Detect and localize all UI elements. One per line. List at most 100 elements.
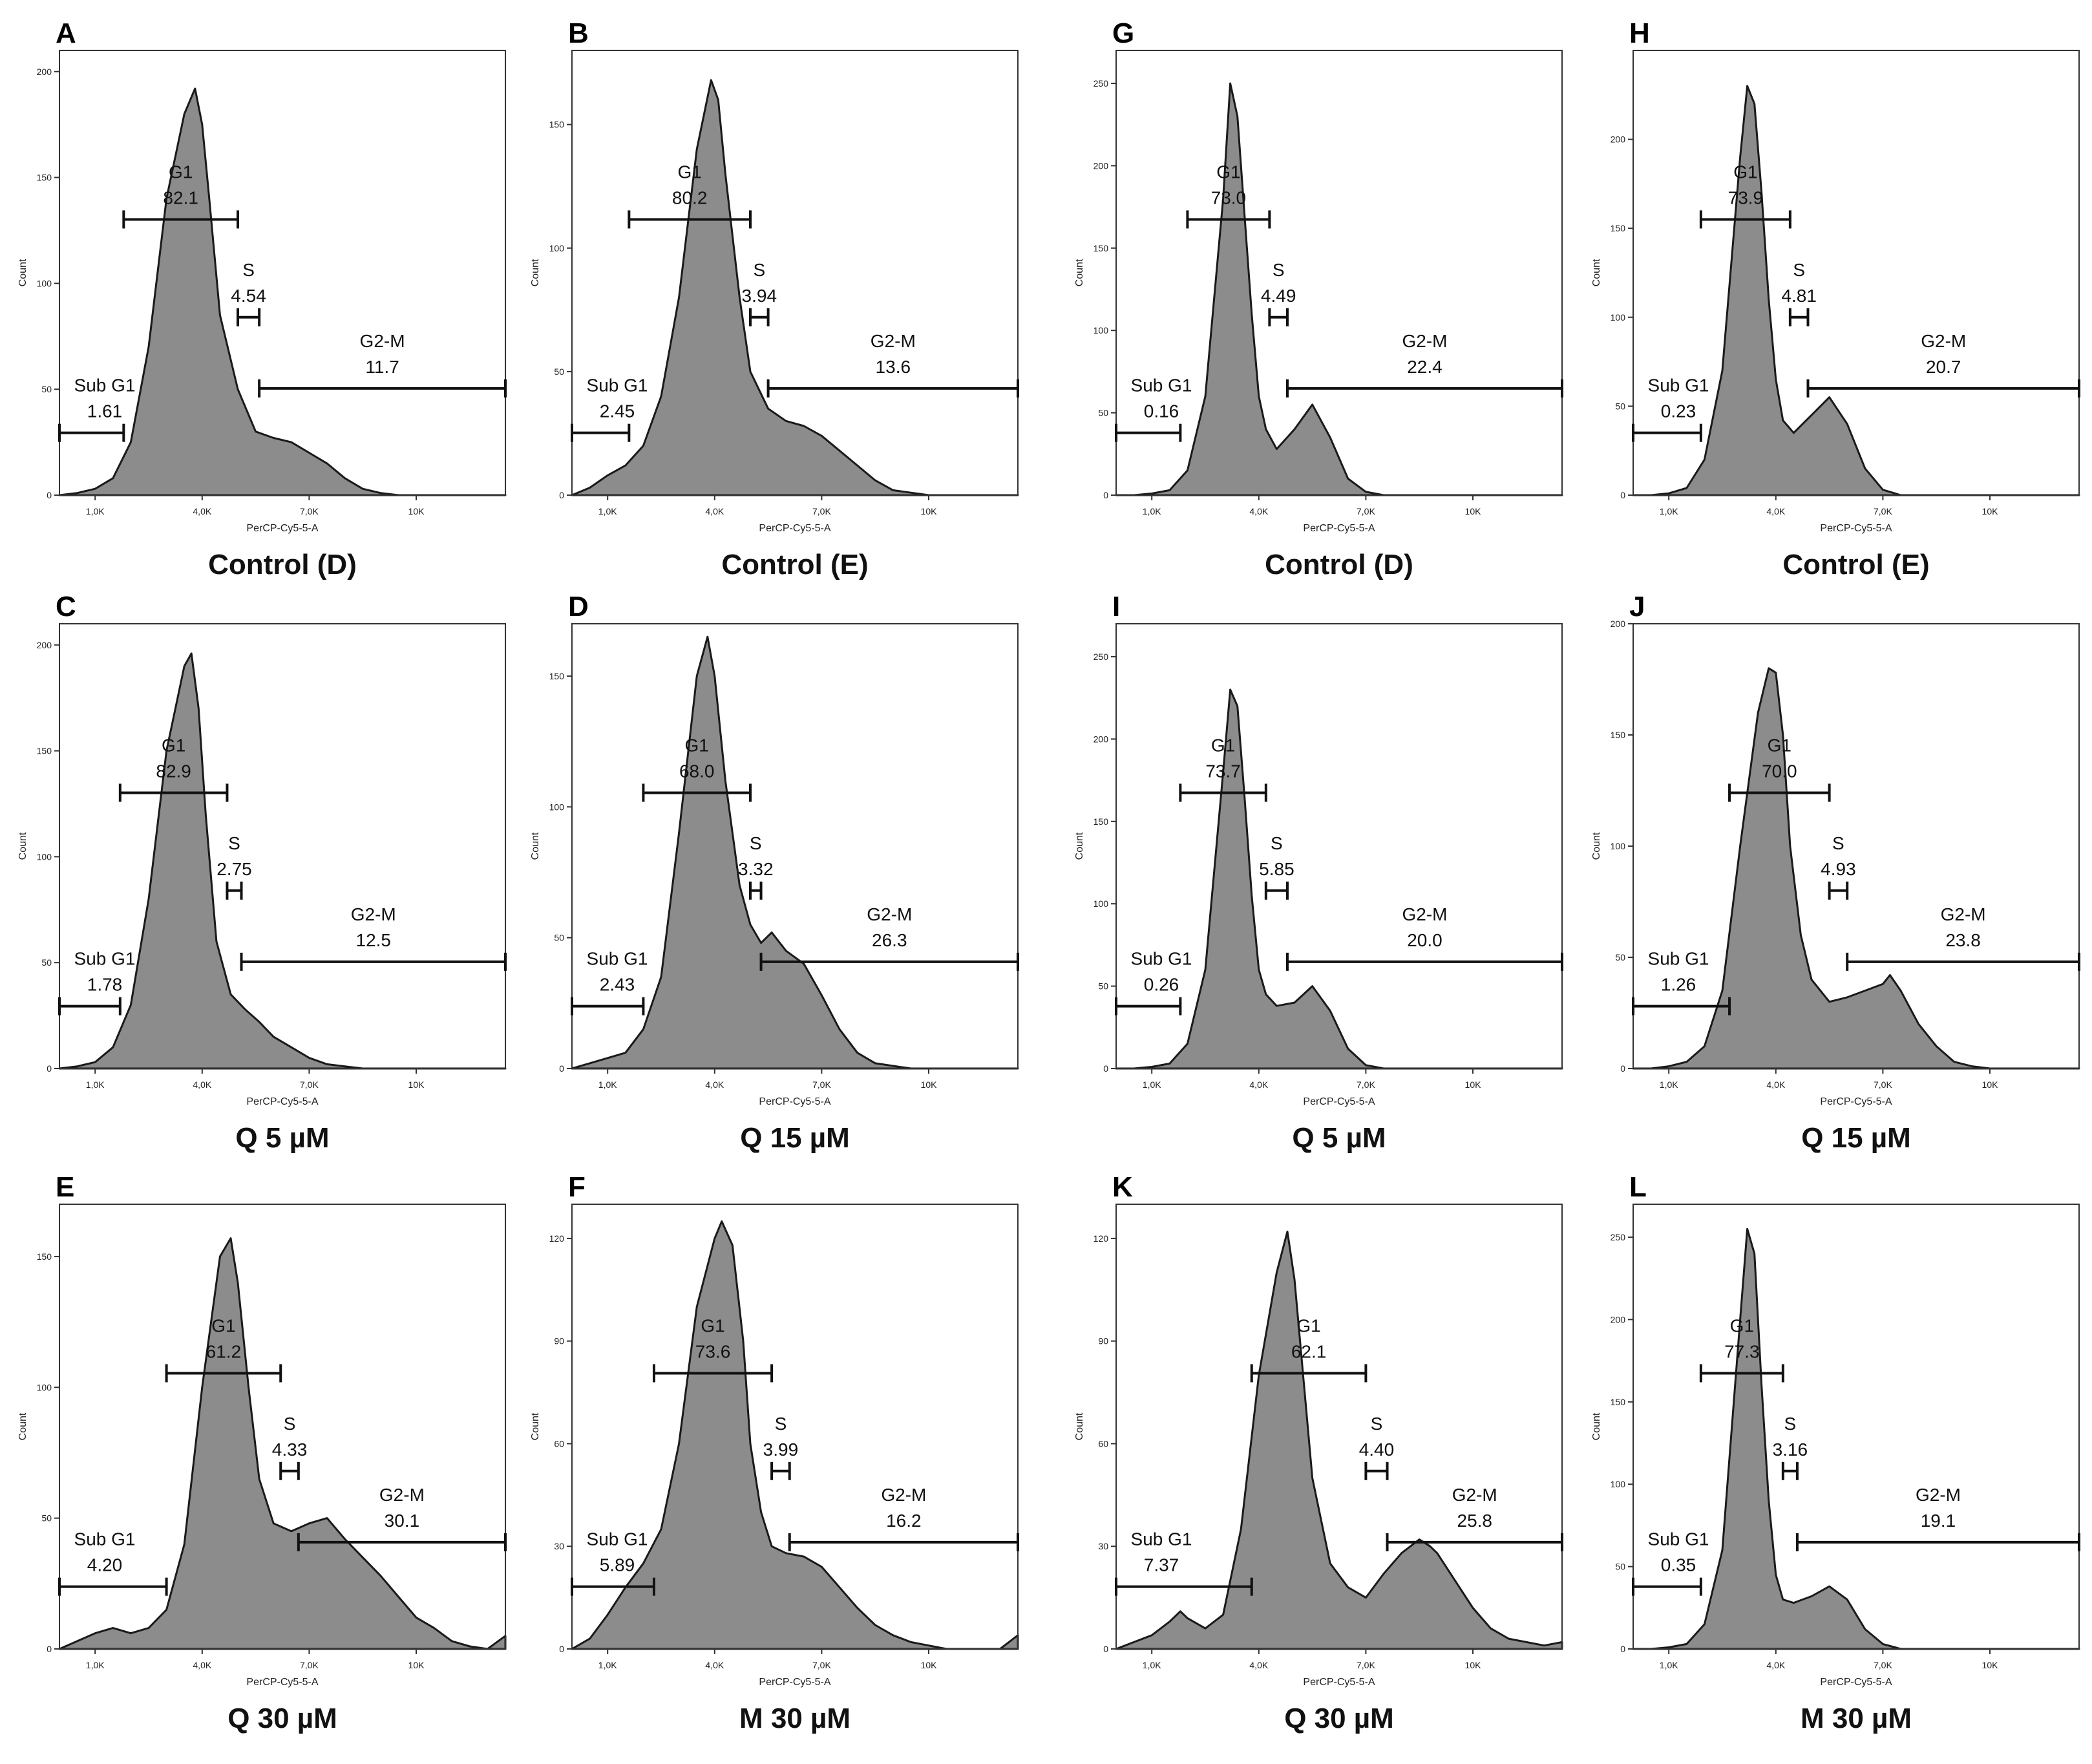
- y-tick-label: 200: [37, 640, 52, 650]
- panel-title: M 30 µM: [1801, 1703, 1912, 1734]
- y-tick-label: 250: [1611, 1232, 1626, 1242]
- gate-g1: G1 70.0: [1728, 735, 1831, 802]
- gate-value: 80.2: [672, 187, 708, 207]
- gate-sub-g1: Sub G1 1.26: [1632, 949, 1731, 1015]
- gate-g2-m: G2-M 11.7: [258, 331, 507, 398]
- gate-name: Sub G1: [1131, 376, 1192, 396]
- gate-name: Sub G1: [74, 376, 136, 396]
- gate-s: S 4.33: [272, 1414, 308, 1480]
- x-tick-label: 1,0K: [598, 1079, 617, 1090]
- gate-value: 16.2: [886, 1511, 922, 1531]
- y-tick-label: 200: [1094, 734, 1109, 744]
- plot-frame: [1115, 50, 1563, 496]
- panel-letter: D: [568, 591, 589, 622]
- gate-name: Sub G1: [587, 376, 648, 396]
- gate-g1: G1 68.0: [642, 735, 752, 802]
- gate-value: 4.49: [1261, 286, 1296, 306]
- x-tick-label: 1,0K: [598, 1660, 617, 1670]
- x-tick-label: 4,0K: [1766, 1079, 1785, 1090]
- y-tick-label: 0: [47, 1644, 52, 1654]
- gate-value: 19.1: [1921, 1511, 1956, 1531]
- histogram-area: [1632, 667, 2080, 1070]
- y-tick-label: 50: [554, 933, 564, 943]
- gate-name: S: [1371, 1414, 1383, 1434]
- gate-name: G2-M: [1402, 904, 1447, 924]
- gate-value: 73.0: [1211, 187, 1247, 207]
- x-axis-label: PerCP-Cy5-5-A: [1820, 523, 1892, 534]
- gate-value: 73.7: [1205, 761, 1241, 781]
- y-tick-label: 50: [1098, 408, 1108, 418]
- gate-name: G1: [1733, 162, 1757, 182]
- gate-value: 4.54: [231, 286, 266, 306]
- gate-name: S: [775, 1414, 787, 1434]
- x-axis-label: PerCP-Cy5-5-A: [1303, 1677, 1375, 1688]
- gate-name: G1: [1768, 735, 1791, 755]
- y-tick-label: 120: [549, 1233, 565, 1244]
- gate-s: S 2.75: [217, 833, 252, 900]
- panel-letter: L: [1629, 1171, 1647, 1203]
- gate-g2-m: G2-M 19.1: [1795, 1485, 2080, 1551]
- y-tick-label: 150: [37, 1251, 52, 1262]
- panel-G: G 0 50 100 150 200 250 Count 1,0K 4,0K 7,0K 10K PerC…: [1074, 17, 1563, 580]
- y-tick-label: 0: [1103, 1063, 1108, 1074]
- gate-name: G1: [677, 162, 701, 182]
- gate-value: 0.26: [1144, 975, 1179, 995]
- panel-letter: E: [56, 1171, 74, 1203]
- gate-value: 0.16: [1144, 401, 1179, 421]
- gate-name: S: [1832, 833, 1844, 853]
- panel-title: Q 15 µM: [740, 1122, 850, 1154]
- y-axis-label: Count: [1074, 1412, 1085, 1440]
- gate-sub-g1: Sub G1 0.16: [1115, 376, 1192, 442]
- gate-s: S 3.99: [763, 1414, 798, 1480]
- gate-g1: G1 80.2: [628, 162, 752, 229]
- histogram-area: [58, 87, 507, 496]
- y-axis-label: Count: [530, 832, 541, 860]
- gate-s: S 4.81: [1781, 260, 1817, 326]
- panel-title: Q 5 µM: [1292, 1122, 1386, 1154]
- plot-frame: [1115, 623, 1563, 1069]
- panel-letter: A: [56, 17, 76, 49]
- gate-value: 4.33: [272, 1440, 308, 1460]
- y-axis-label: Count: [530, 1412, 541, 1440]
- gate-sub-g1: Sub G1 1.78: [58, 949, 135, 1015]
- histogram-area: [1115, 1230, 1563, 1650]
- gate-name: G1: [1296, 1315, 1320, 1335]
- y-tick-label: 200: [1094, 160, 1109, 171]
- x-tick-label: 7,0K: [1874, 1079, 1892, 1090]
- y-tick-label: 150: [1611, 1397, 1626, 1407]
- y-tick-label: 60: [1098, 1438, 1108, 1449]
- gate-g2-m: G2-M 25.8: [1386, 1485, 1563, 1551]
- gate-value: 3.94: [742, 286, 777, 306]
- y-tick-label: 200: [37, 67, 52, 77]
- panel-title: M 30 µM: [739, 1703, 851, 1734]
- y-tick-label: 250: [1094, 78, 1109, 89]
- y-tick-label: 50: [41, 957, 52, 968]
- gate-g2-m: G2-M 26.3: [759, 904, 1019, 971]
- panel-letter: B: [568, 17, 589, 49]
- gate-s: S 4.93: [1821, 833, 1856, 900]
- gate-name: Sub G1: [1131, 1529, 1192, 1549]
- gate-g1: G1 82.1: [122, 162, 239, 229]
- gate-value: 82.9: [156, 761, 191, 781]
- gate-value: 25.8: [1457, 1511, 1493, 1531]
- x-tick-label: 7,0K: [812, 1079, 831, 1090]
- gate-name: G1: [701, 1315, 724, 1335]
- gate-value: 0.23: [1661, 401, 1696, 421]
- gate-value: 26.3: [872, 930, 907, 950]
- y-tick-label: 0: [1620, 490, 1625, 500]
- histogram-area: [571, 635, 1019, 1070]
- gate-value: 12.5: [356, 930, 392, 950]
- x-tick-label: 4,0K: [193, 1079, 211, 1090]
- y-axis-label: Count: [1074, 832, 1085, 860]
- gate-value: 20.7: [1926, 357, 1961, 377]
- gate-value: 0.35: [1661, 1555, 1696, 1575]
- gate-name: S: [284, 1414, 296, 1434]
- y-tick-label: 0: [47, 1063, 52, 1074]
- gate-name: Sub G1: [74, 1529, 136, 1549]
- gate-name: S: [242, 260, 255, 280]
- gate-s: S 4.54: [231, 260, 266, 326]
- gate-name: S: [1784, 1414, 1797, 1434]
- y-axis-label: Count: [17, 832, 28, 860]
- x-axis-label: PerCP-Cy5-5-A: [1303, 523, 1375, 534]
